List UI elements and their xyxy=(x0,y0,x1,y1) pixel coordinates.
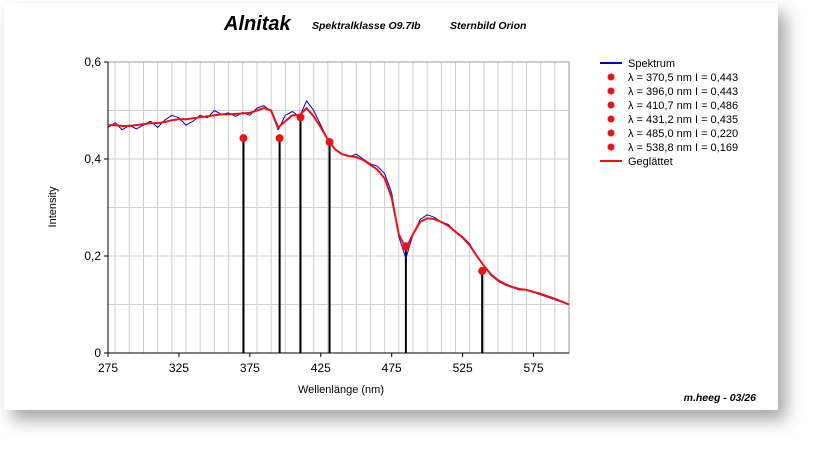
marker-point xyxy=(325,138,334,147)
x-tick-label: 325 xyxy=(169,361,189,375)
legend-swatch-marker xyxy=(607,143,615,151)
chart-subtitle-class: Spektralklasse O9.7Ib xyxy=(312,20,421,32)
x-axis-label: Wellenlänge (nm) xyxy=(298,384,384,396)
series-line-geglaettet xyxy=(108,107,570,306)
legend-label-spektrum: Spektrum xyxy=(628,58,675,70)
y-axis-label: Intensity xyxy=(47,186,59,227)
legend-label-marker: λ = 538,8 nm I = 0,169 xyxy=(628,142,738,154)
marker-point xyxy=(478,267,487,276)
marker-point xyxy=(401,242,410,251)
chart-card: Alnitak Spektralklasse O9.7Ib Sternbild … xyxy=(4,3,778,410)
legend-swatch-marker xyxy=(607,87,615,95)
marker-point xyxy=(296,113,305,122)
x-tick-label: 575 xyxy=(524,361,544,375)
marker-drop-lines xyxy=(242,117,484,353)
chart-title: Alnitak xyxy=(223,13,292,35)
legend: Spektrum λ = 370,5 nm I = 0,443 λ = 396,0 … xyxy=(600,58,738,168)
y-tick-label: 0,2 xyxy=(84,249,101,263)
x-tick-label: 525 xyxy=(453,361,473,375)
marker-point xyxy=(239,134,248,143)
legend-label-marker: λ = 370,5 nm I = 0,443 xyxy=(628,72,738,84)
x-tick-label: 275 xyxy=(98,361,118,375)
y-tick-label: 0,4 xyxy=(84,152,101,166)
chart-subtitle-constellation: Sternbild Orion xyxy=(450,20,526,32)
series-line-spektrum xyxy=(107,100,570,305)
legend-swatch-marker xyxy=(607,115,615,123)
legend-label-marker: λ = 396,0 nm I = 0,443 xyxy=(628,86,738,98)
grid xyxy=(108,62,569,353)
spectrum-chart: Alnitak Spektralklasse O9.7Ib Sternbild … xyxy=(47,13,757,404)
axes xyxy=(104,61,570,357)
legend-swatch-marker xyxy=(607,73,615,81)
marker-point xyxy=(275,134,284,143)
y-tick-label: 0 xyxy=(94,346,101,360)
tick-labels: 275 325 375 425 475 525 575 0 0,2 0,4 0,6 xyxy=(84,55,544,375)
legend-label-marker: λ = 431,2 nm I = 0,435 xyxy=(628,114,738,126)
legend-label-marker: λ = 410,7 nm I = 0,486 xyxy=(628,100,738,112)
legend-swatch-marker xyxy=(607,101,615,109)
legend-label-geglaettet: Geglättet xyxy=(628,156,673,168)
x-tick-label: 425 xyxy=(311,361,331,375)
x-tick-label: 475 xyxy=(382,361,402,375)
x-tick-label: 375 xyxy=(240,361,260,375)
y-tick-label: 0,6 xyxy=(84,55,101,69)
legend-label-marker: λ = 485,0 nm I = 0,220 xyxy=(628,128,738,140)
credit-text: m.heeg - 03/26 xyxy=(684,392,757,404)
legend-swatch-marker xyxy=(607,129,615,137)
markers xyxy=(239,113,487,276)
series-lines xyxy=(107,100,570,306)
